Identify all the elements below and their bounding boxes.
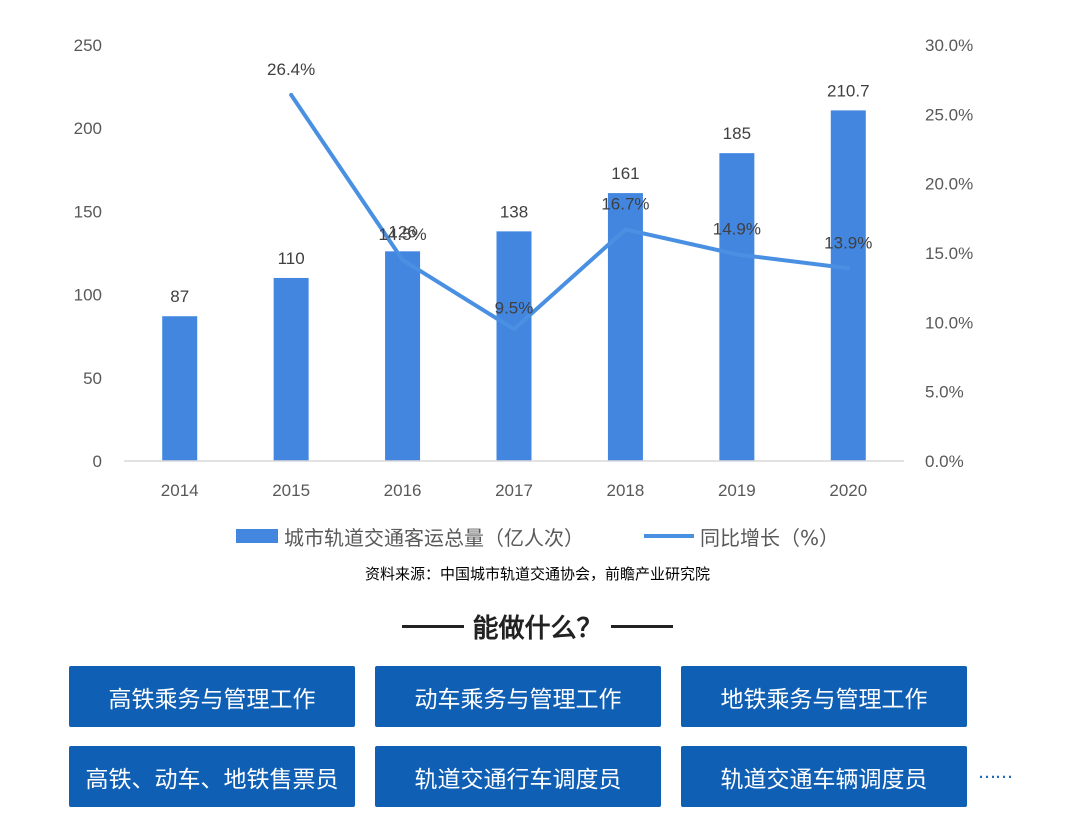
bar <box>162 316 198 461</box>
x-tick-label: 2014 <box>161 481 199 500</box>
chart: 0 50 100 150 200 250 0.0% 5.0% 10.0% 15.0% 20.0% 2… <box>74 36 974 500</box>
job-button[interactable]: 高铁、动车、地铁售票员 <box>69 746 355 807</box>
line-series <box>289 92 851 332</box>
bar-data-label: 110 <box>278 249 305 268</box>
line-data-label: 13.9% <box>824 233 872 252</box>
line-data-label: 16.7% <box>601 194 649 213</box>
y-left-tick-label: 250 <box>74 36 102 55</box>
bar-data-label: 126 <box>388 222 416 241</box>
y-left-tick-label: 50 <box>83 369 102 388</box>
x-tick-label: 2017 <box>495 481 533 500</box>
x-tick-label: 2015 <box>272 481 310 500</box>
bar-series <box>162 110 866 461</box>
job-button[interactable]: 高铁乘务与管理工作 <box>69 666 355 727</box>
growth-point <box>400 257 405 262</box>
growth-point <box>512 327 516 332</box>
bar <box>830 110 866 461</box>
y-left-axis: 0 50 100 150 200 250 <box>74 36 102 471</box>
more-ellipsis[interactable]: …… <box>978 762 1013 783</box>
bar-data-label: 185 <box>723 124 751 143</box>
legend-item-line: 同比增长（%） <box>643 522 839 551</box>
bar-data-label: 161 <box>611 164 639 183</box>
job-button[interactable]: 轨道交通车辆调度员 <box>681 746 967 807</box>
y-left-tick-label: 0 <box>93 452 102 471</box>
bar-data-label: 210.7 <box>827 81 870 100</box>
x-tick-label: 2016 <box>384 481 422 500</box>
job-button[interactable]: 动车乘务与管理工作 <box>375 666 661 727</box>
x-tick-label: 2018 <box>607 481 645 500</box>
bar-data-label: 87 <box>170 287 189 306</box>
bar <box>385 251 421 461</box>
section-heading: 能做什么？ <box>0 608 1075 645</box>
bar <box>273 277 309 461</box>
line-data-label: 9.5% <box>495 298 534 317</box>
y-left-tick-label: 200 <box>74 119 102 138</box>
line-data-label: 26.4% <box>267 60 315 79</box>
legend-line-swatch <box>643 534 694 538</box>
y-right-tick-label: 30.0% <box>925 36 973 55</box>
growth-line <box>289 93 849 332</box>
growth-point <box>289 92 294 97</box>
y-right-tick-label: 5.0% <box>925 383 964 402</box>
job-button[interactable]: 地铁乘务与管理工作 <box>681 666 967 727</box>
growth-point <box>623 227 628 232</box>
job-button[interactable]: 轨道交通行车调度员 <box>375 746 661 807</box>
heading-rule-right <box>610 625 673 628</box>
bar-data-label: 138 <box>500 202 528 221</box>
x-tick-label: 2020 <box>829 481 867 500</box>
line-data-label: 14.5% <box>378 225 426 244</box>
line-data-labels: 26.4% 14.5% 9.5% 16.7% 14.9% 13.9% <box>267 60 872 317</box>
y-left-tick-label: 100 <box>74 286 102 305</box>
section-title: 能做什么？ <box>472 614 603 644</box>
growth-point <box>734 252 739 257</box>
bar <box>496 231 532 461</box>
line-data-label: 14.9% <box>713 219 761 238</box>
source-note: 资料来源：中国城市轨道交通协会，前瞻产业研究院 <box>364 565 710 583</box>
growth-point <box>846 266 851 271</box>
legend-item-bar: 城市轨道交通客运总量（亿人次） <box>235 522 584 551</box>
legend-bar-swatch <box>235 529 278 543</box>
legend-bar-label: 城市轨道交通客运总量（亿人次） <box>283 525 584 550</box>
y-right-axis: 0.0% 5.0% 10.0% 15.0% 20.0% 25.0% 30.0% <box>925 36 973 471</box>
y-left-tick-label: 150 <box>74 202 102 221</box>
x-axis: 2014 2015 2016 2017 2018 2019 2020 <box>161 481 867 500</box>
y-right-tick-label: 15.0% <box>925 244 973 263</box>
chart-legend: 城市轨道交通客运总量（亿人次） 同比增长（%） <box>0 520 1075 552</box>
y-right-tick-label: 10.0% <box>925 313 973 332</box>
heading-rule-left <box>402 625 465 628</box>
x-tick-label: 2019 <box>718 481 756 500</box>
y-right-tick-label: 0.0% <box>925 452 964 471</box>
y-right-tick-label: 20.0% <box>925 175 973 194</box>
legend-line-label: 同比增长（%） <box>699 525 839 550</box>
bar <box>719 153 755 461</box>
bar-data-labels: 87 110 126 138 161 185 210.7 <box>170 81 869 306</box>
y-right-tick-label: 25.0% <box>925 105 973 124</box>
